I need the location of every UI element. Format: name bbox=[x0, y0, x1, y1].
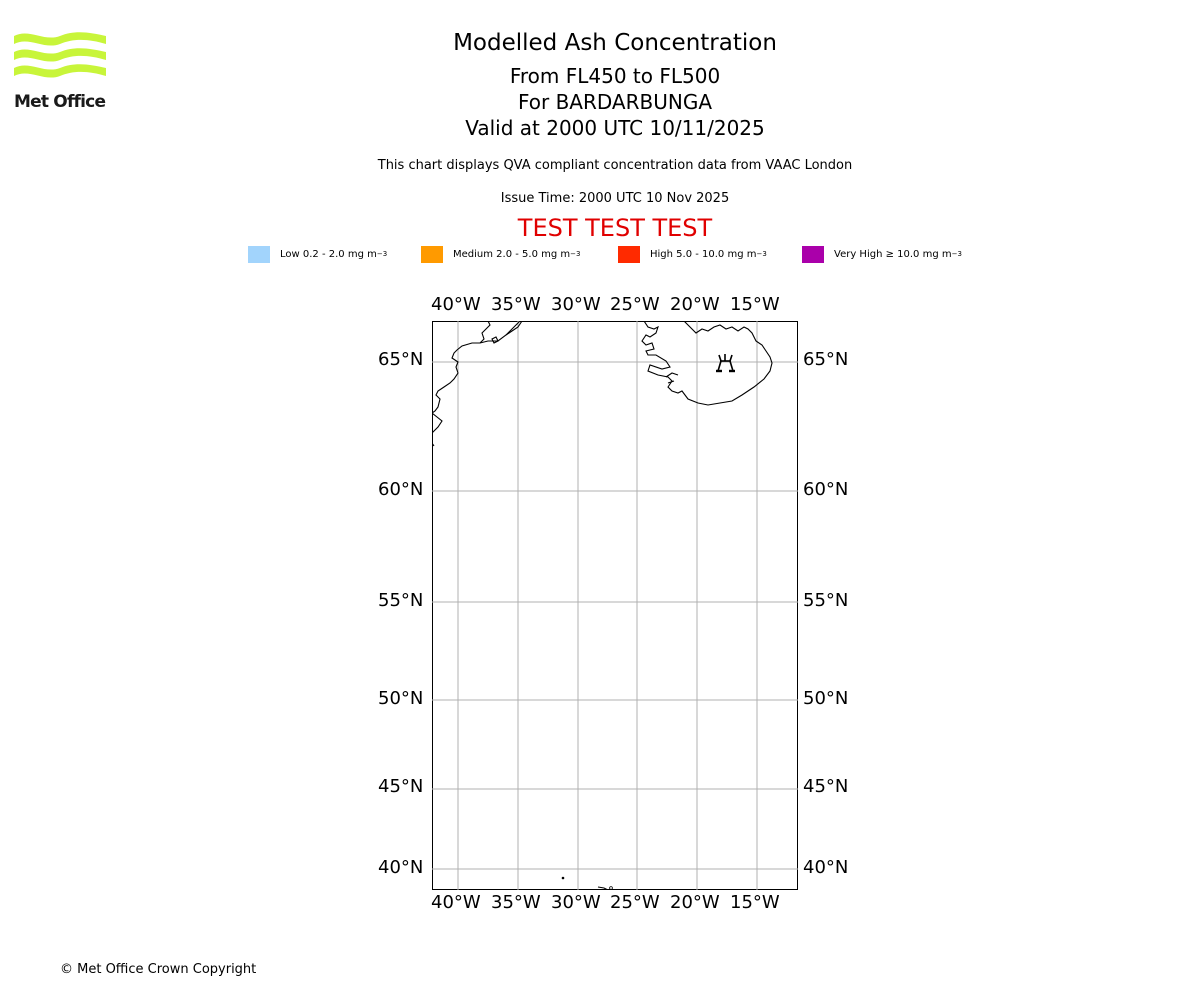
flight-levels: From FL450 to FL500 bbox=[509, 64, 721, 88]
lon-label-top: 30°W bbox=[551, 294, 601, 315]
legend-label: Low 0.2 - 2.0 mg m bbox=[280, 248, 377, 260]
lat-label-left: 50°N bbox=[378, 688, 424, 709]
met-office-logo: Met Office bbox=[14, 30, 106, 112]
lon-label-bottom: 40°W bbox=[431, 892, 481, 913]
lat-label-right: 65°N bbox=[803, 349, 849, 370]
chart-title: Modelled Ash Concentration bbox=[453, 30, 777, 56]
lat-label-left: 55°N bbox=[378, 590, 424, 611]
map-canvas bbox=[432, 321, 798, 890]
legend-swatch-high bbox=[618, 245, 640, 263]
coastlines bbox=[432, 321, 773, 447]
lat-label-left: 45°N bbox=[378, 776, 424, 797]
lon-label-bottom: 35°W bbox=[491, 892, 541, 913]
island-dot bbox=[561, 876, 565, 880]
waves-icon bbox=[14, 32, 106, 78]
lat-label-left: 60°N bbox=[378, 479, 424, 500]
lat-label-right: 40°N bbox=[803, 857, 849, 878]
logo-text: Met Office bbox=[14, 92, 106, 112]
legend-label: Very High ≥ 10.0 mg m bbox=[834, 248, 952, 260]
lon-label-bottom: 25°W bbox=[610, 892, 660, 913]
legend-swatch-very-high bbox=[802, 245, 824, 263]
test-banner: TEST TEST TEST bbox=[517, 214, 713, 242]
legend-swatch-medium bbox=[421, 245, 443, 263]
valid-time: Valid at 2000 UTC 10/11/2025 bbox=[465, 116, 765, 140]
lat-label-right: 60°N bbox=[803, 479, 849, 500]
lon-label-top: 35°W bbox=[491, 294, 541, 315]
legend-label: Medium 2.0 - 5.0 mg m bbox=[453, 248, 571, 260]
legend-label: High 5.0 - 10.0 mg m bbox=[650, 248, 757, 260]
lon-label-top: 25°W bbox=[610, 294, 660, 315]
map-panel[interactable] bbox=[432, 321, 798, 890]
lat-label-left: 65°N bbox=[378, 349, 424, 370]
legend-swatch-low bbox=[248, 245, 270, 263]
issue-time: Issue Time: 2000 UTC 10 Nov 2025 bbox=[500, 191, 730, 206]
legend-item-medium: Medium 2.0 - 5.0 mg m −3 bbox=[421, 245, 580, 263]
copyright: © Met Office Crown Copyright bbox=[60, 962, 257, 977]
legend-exponent: −3 bbox=[376, 250, 388, 258]
lon-label-bottom: 30°W bbox=[551, 892, 601, 913]
legend-exponent: −3 bbox=[570, 250, 581, 258]
description: This chart displays QVA compliant concen… bbox=[377, 158, 853, 173]
volcano-name: For BARDARBUNGA bbox=[517, 90, 713, 114]
lon-label-top: 15°W bbox=[730, 294, 780, 315]
volcano-icon bbox=[716, 354, 735, 373]
lat-label-right: 55°N bbox=[803, 590, 849, 611]
lon-label-bottom: 15°W bbox=[730, 892, 780, 913]
lon-label-bottom: 20°W bbox=[670, 892, 720, 913]
graticule bbox=[432, 321, 798, 890]
lat-label-right: 50°N bbox=[803, 688, 849, 709]
legend-item-very-high: Very High ≥ 10.0 mg m −3 bbox=[802, 245, 962, 263]
lat-label-right: 45°N bbox=[803, 776, 849, 797]
lon-label-top: 40°W bbox=[431, 294, 481, 315]
lat-label-left: 40°N bbox=[378, 857, 424, 878]
legend-exponent: −3 bbox=[951, 250, 962, 258]
legend-item-low: Low 0.2 - 2.0 mg m −3 bbox=[248, 245, 387, 263]
lon-label-top: 20°W bbox=[670, 294, 720, 315]
legend-item-high: High 5.0 - 10.0 mg m −3 bbox=[618, 245, 767, 263]
legend-exponent: −3 bbox=[756, 250, 767, 258]
